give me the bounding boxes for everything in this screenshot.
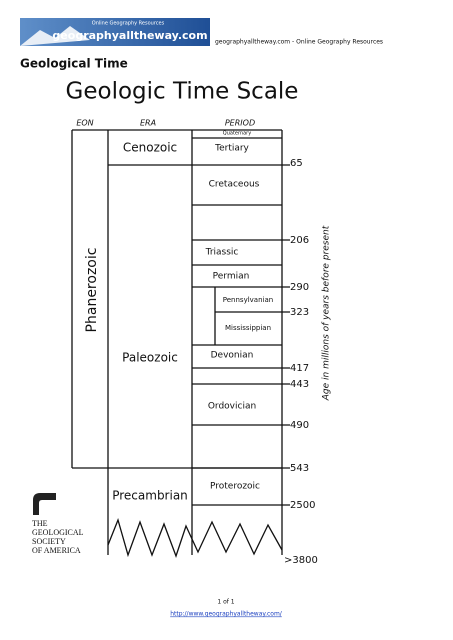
eon-label: Phanerozoic: [84, 248, 100, 333]
axis-label: Age in millions of years before present: [322, 225, 332, 401]
mountain-art: [20, 26, 90, 46]
period-label: Permian: [213, 272, 250, 282]
age-label: 417: [290, 363, 309, 374]
age-label: 443: [290, 379, 309, 390]
society-line: SOCIETY: [32, 537, 66, 546]
age-label: 65: [290, 158, 303, 169]
period-label: Ordovician: [208, 402, 256, 412]
age-label: 543: [290, 463, 309, 474]
footer-link[interactable]: http://www.geographyalltheway.com/: [170, 611, 283, 618]
period-label: Pennsylvanian: [223, 296, 273, 304]
logo-tagline: Online Geography Resources: [92, 21, 165, 27]
age-label: 490: [290, 420, 309, 431]
page-title: Geological Time: [20, 57, 128, 71]
society-line: THE: [32, 519, 48, 528]
period-label: Devonian: [211, 351, 254, 361]
society-line: GEOLOGICAL: [32, 528, 84, 537]
column-header: EON: [76, 119, 93, 128]
period-label: Tertiary: [214, 144, 249, 154]
time-scale: [71, 129, 290, 558]
gsa-mark: [33, 493, 56, 515]
frame: [71, 129, 283, 555]
period-label: Cretaceous: [209, 180, 260, 190]
logo-text: geographyalltheway.com: [52, 29, 207, 42]
period-label: Quaternary: [223, 131, 251, 137]
banner[interactable]: Online Geography Resources geographyallt…: [20, 18, 210, 46]
age-label: 206: [290, 235, 309, 246]
age-label: >3800: [284, 555, 318, 566]
gsa-logo: [33, 493, 56, 515]
age-label: 323: [290, 307, 309, 318]
era-label: Precambrian: [112, 489, 188, 503]
era-label: Paleozoic: [122, 351, 178, 365]
divisions: [108, 137, 290, 506]
zigzag: [107, 517, 283, 558]
period-label: Mississippian: [225, 324, 271, 332]
era-label: Cenozoic: [123, 141, 177, 155]
period-label: Triassic: [205, 248, 239, 258]
site-text: geographyalltheway.com - Online Geograph…: [215, 39, 383, 46]
column-header: ERA: [140, 119, 156, 128]
footer-page: 1 of 1: [217, 599, 234, 606]
period-label: Proterozoic: [210, 482, 260, 492]
age-label: 2500: [290, 500, 315, 511]
age-label: 290: [290, 282, 309, 293]
column-header: PERIOD: [225, 119, 255, 128]
diagram-title: Geologic Time Scale: [66, 79, 299, 105]
society-line: OF AMERICA: [32, 546, 81, 555]
